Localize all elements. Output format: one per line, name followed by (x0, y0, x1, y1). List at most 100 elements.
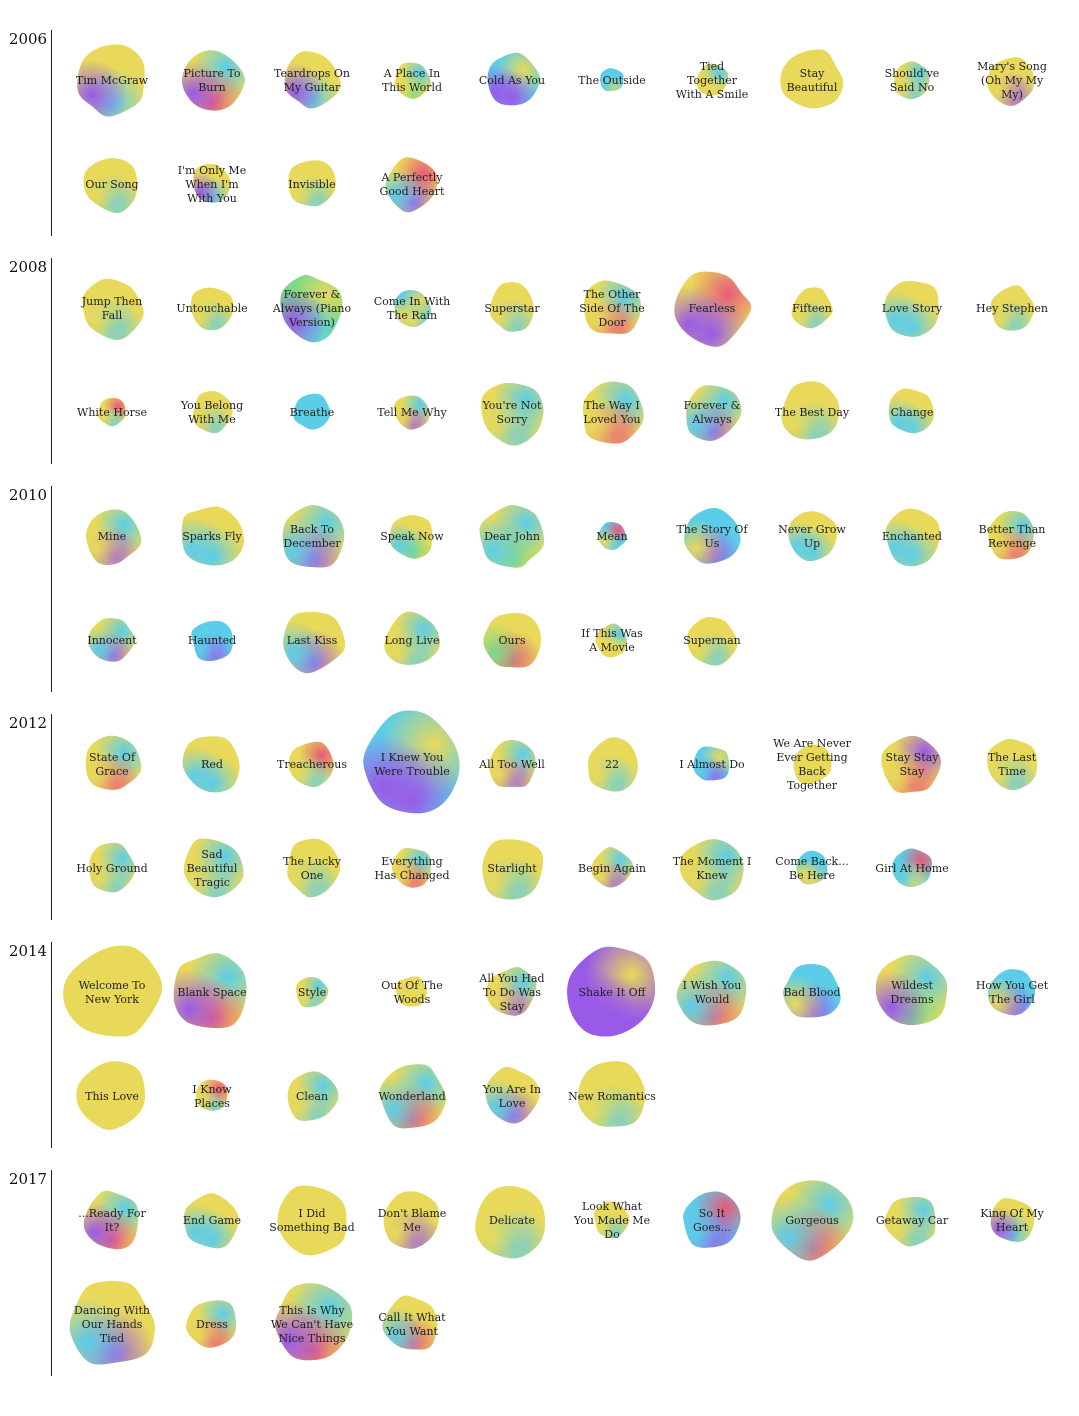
song-bubble[interactable]: Never Grow Up (771, 498, 849, 580)
song-bubble[interactable]: Come Back... Be Here (775, 842, 849, 897)
song-bubble[interactable]: Dancing With Our Hands Tied (43, 1259, 175, 1398)
song-bubble[interactable]: Invisible (272, 147, 347, 226)
song-bubble[interactable]: Speak Now (376, 502, 445, 575)
song-bubble[interactable]: Style (286, 967, 336, 1020)
song-bubble[interactable]: Back To December (258, 485, 361, 593)
song-bubble[interactable]: All You Had To Do Was Stay (472, 955, 547, 1034)
song-bubble[interactable]: Cold As You (469, 40, 551, 126)
song-label: The Best Day (775, 406, 850, 419)
song-bubble[interactable]: Breathe (282, 384, 338, 443)
song-bubble[interactable]: Superman (672, 603, 747, 682)
song-bubble[interactable]: Mine (66, 493, 154, 585)
song-bubble[interactable]: The Best Day (763, 366, 857, 465)
song-bubble[interactable]: King Of My Heart (976, 1186, 1045, 1259)
song-bubble[interactable]: I'm Only Me When I'm With You (178, 153, 246, 219)
song-bubble[interactable]: Wildest Dreams (854, 937, 965, 1053)
song-bubble[interactable]: Teardrops On My Guitar (266, 37, 354, 129)
song-bubble[interactable]: Bad Blood (766, 949, 854, 1041)
song-bubble[interactable]: You're Not Sorry (461, 364, 559, 467)
song-bubble[interactable]: Fearless (651, 251, 767, 372)
song-bubble[interactable]: The Lucky One (266, 825, 354, 917)
song-bubble[interactable]: Mary's Song (Oh My My My) (972, 43, 1047, 122)
song-bubble[interactable]: Should've Said No (882, 52, 939, 111)
song-bubble[interactable]: Innocent (76, 606, 145, 679)
song-bubble[interactable]: Dress (171, 1286, 249, 1368)
song-bubble[interactable]: Begin Again (578, 837, 646, 903)
song-bubble[interactable]: Sparks Fly (161, 488, 259, 591)
song-bubble[interactable]: Everything Has Changed (374, 837, 450, 903)
song-bubble[interactable]: The Moment I Knew (661, 820, 759, 923)
song-bubble[interactable]: Long Live (367, 598, 453, 688)
song-bubble[interactable]: I Knew You Were Trouble (330, 687, 487, 852)
song-bubble[interactable]: Tim McGraw (56, 27, 163, 139)
song-bubble[interactable]: Mean (589, 514, 633, 560)
song-bubble[interactable]: The Other Side Of The Door (566, 265, 654, 357)
song-bubble[interactable]: ...Ready For It? (65, 1175, 155, 1270)
song-bubble[interactable]: Starlight (461, 820, 559, 923)
song-bubble[interactable]: Stay Beautiful (763, 34, 857, 133)
song-bubble[interactable]: Don't Blame Me (365, 1175, 455, 1270)
song-bubble[interactable]: A Perfectly Good Heart (369, 144, 451, 230)
song-bubble[interactable]: Sad Beautiful Tragic (163, 822, 257, 921)
song-bubble[interactable]: If This Was A Movie (581, 615, 643, 668)
song-bubble[interactable]: Forever & Always (666, 369, 754, 461)
song-bubble[interactable]: Dear John (459, 486, 559, 592)
song-bubble[interactable]: Stay Stay Stay (863, 718, 957, 817)
song-bubble[interactable]: This Is Why We Can't Have Nice Things (247, 1263, 370, 1392)
song-bubble[interactable]: Ours (465, 595, 555, 690)
song-bubble[interactable]: You Belong With Me (179, 381, 243, 447)
song-bubble[interactable]: All Too Well (472, 727, 547, 806)
song-bubble[interactable]: Jump Then Fall (63, 262, 157, 361)
song-bubble[interactable]: Fifteen (779, 277, 842, 343)
song-bubble[interactable]: Clean (269, 1056, 351, 1142)
song-bubble[interactable]: Getaway Car (869, 1180, 951, 1266)
song-bubble[interactable]: Wonderland (359, 1046, 460, 1152)
song-bubble[interactable]: The Outside (578, 61, 646, 101)
song-bubble[interactable]: Our Song (66, 141, 154, 233)
song-bubble[interactable]: We Are Never Ever Getting Back Together (773, 733, 851, 799)
song-bubble[interactable]: Come In With The Rain (374, 280, 451, 339)
song-bubble[interactable]: I Know Places (186, 1071, 236, 1124)
song-bubble[interactable]: 22 (569, 724, 651, 810)
song-bubble[interactable]: I Wish You Would (656, 939, 763, 1051)
song-bubble[interactable]: Change (874, 376, 947, 453)
song-bubble[interactable]: Untouchable (176, 274, 248, 347)
song-bubble[interactable]: I Almost Do (679, 736, 745, 795)
song-bubble[interactable]: This Love (56, 1043, 163, 1155)
song-bubble[interactable]: Gorgeous (747, 1159, 870, 1288)
song-bubble[interactable]: Haunted (178, 608, 243, 677)
song-bubble[interactable]: Girl At Home (875, 837, 949, 903)
song-bubble[interactable]: Forever & Always (Piano Version) (259, 258, 360, 364)
song-bubble[interactable]: Shake It Off (539, 924, 677, 1069)
song-bubble[interactable]: End Game (167, 1178, 253, 1268)
song-bubble[interactable]: So It Goes... (663, 1174, 757, 1273)
song-bubble[interactable]: Call It What You Want (366, 1281, 454, 1373)
song-bubble[interactable]: Red (165, 719, 255, 814)
song-bubble[interactable]: I Did Something Bad (256, 1167, 363, 1279)
song-bubble[interactable]: White Horse (77, 390, 147, 436)
song-bubble[interactable]: You Are In Love (466, 1053, 554, 1145)
song-bubble[interactable]: Welcome To New York (36, 921, 180, 1073)
song-bubble[interactable]: A Place In This World (382, 52, 442, 111)
song-bubble[interactable]: The Last Time (971, 726, 1049, 808)
song-bubble[interactable]: Superstar (472, 271, 547, 350)
song-bubble[interactable]: Better Than Revenge (972, 499, 1047, 578)
song-bubble[interactable]: The Story Of Us (667, 494, 753, 584)
song-bubble[interactable]: Picture To Burn (159, 30, 260, 136)
song-bubble[interactable]: New Romantics (556, 1043, 663, 1155)
song-bubble[interactable]: Enchanted (866, 493, 954, 585)
song-bubble[interactable]: Last Kiss (259, 590, 360, 696)
song-bubble[interactable]: Tell Me Why (377, 384, 447, 443)
song-bubble[interactable]: Treacherous (276, 730, 348, 803)
song-bubble[interactable]: Tied Together With A Smile (676, 55, 749, 108)
song-bubble[interactable]: The Way I Loved You (559, 362, 660, 468)
song-bubble[interactable]: Blank Space (149, 933, 268, 1058)
song-bubble[interactable]: State Of Grace (66, 721, 154, 813)
song-bubble[interactable]: Love Story (866, 265, 954, 357)
song-bubble[interactable]: Holy Ground (72, 831, 148, 910)
song-bubble[interactable]: How You Get The Girl (971, 954, 1049, 1036)
song-bubble[interactable]: Hey Stephen (976, 274, 1048, 347)
song-bubble[interactable]: Look What You Made Me Do (573, 1192, 650, 1251)
song-bubble[interactable]: Out Of The Woods (381, 967, 443, 1020)
song-bubble[interactable]: Delicate (451, 1163, 567, 1284)
